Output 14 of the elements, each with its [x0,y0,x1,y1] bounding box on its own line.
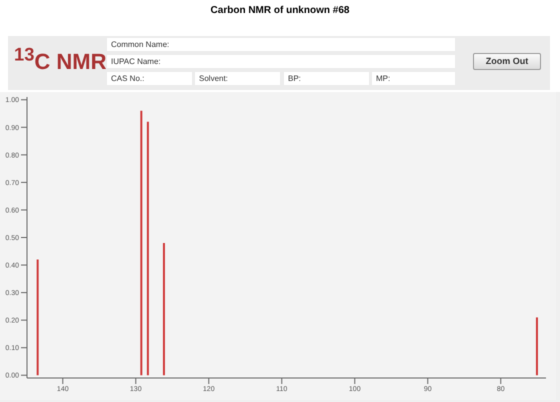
text: Solvent: [199,74,228,83]
chart-title: Carbon NMR of unknown #68 [210,5,350,16]
text: Common Name: [111,40,170,49]
text: IUPAC Name: [111,57,161,66]
text: BP: [288,74,301,83]
bar [36,260,39,376]
text: MP: [376,74,390,83]
bar [536,317,538,376]
text: $^{13}$C NMR [14,44,106,74]
bar [162,243,165,376]
text: Zoom Out [486,56,528,66]
bar [146,122,149,376]
text: CAS No.: [111,74,144,83]
bar [140,110,142,376]
